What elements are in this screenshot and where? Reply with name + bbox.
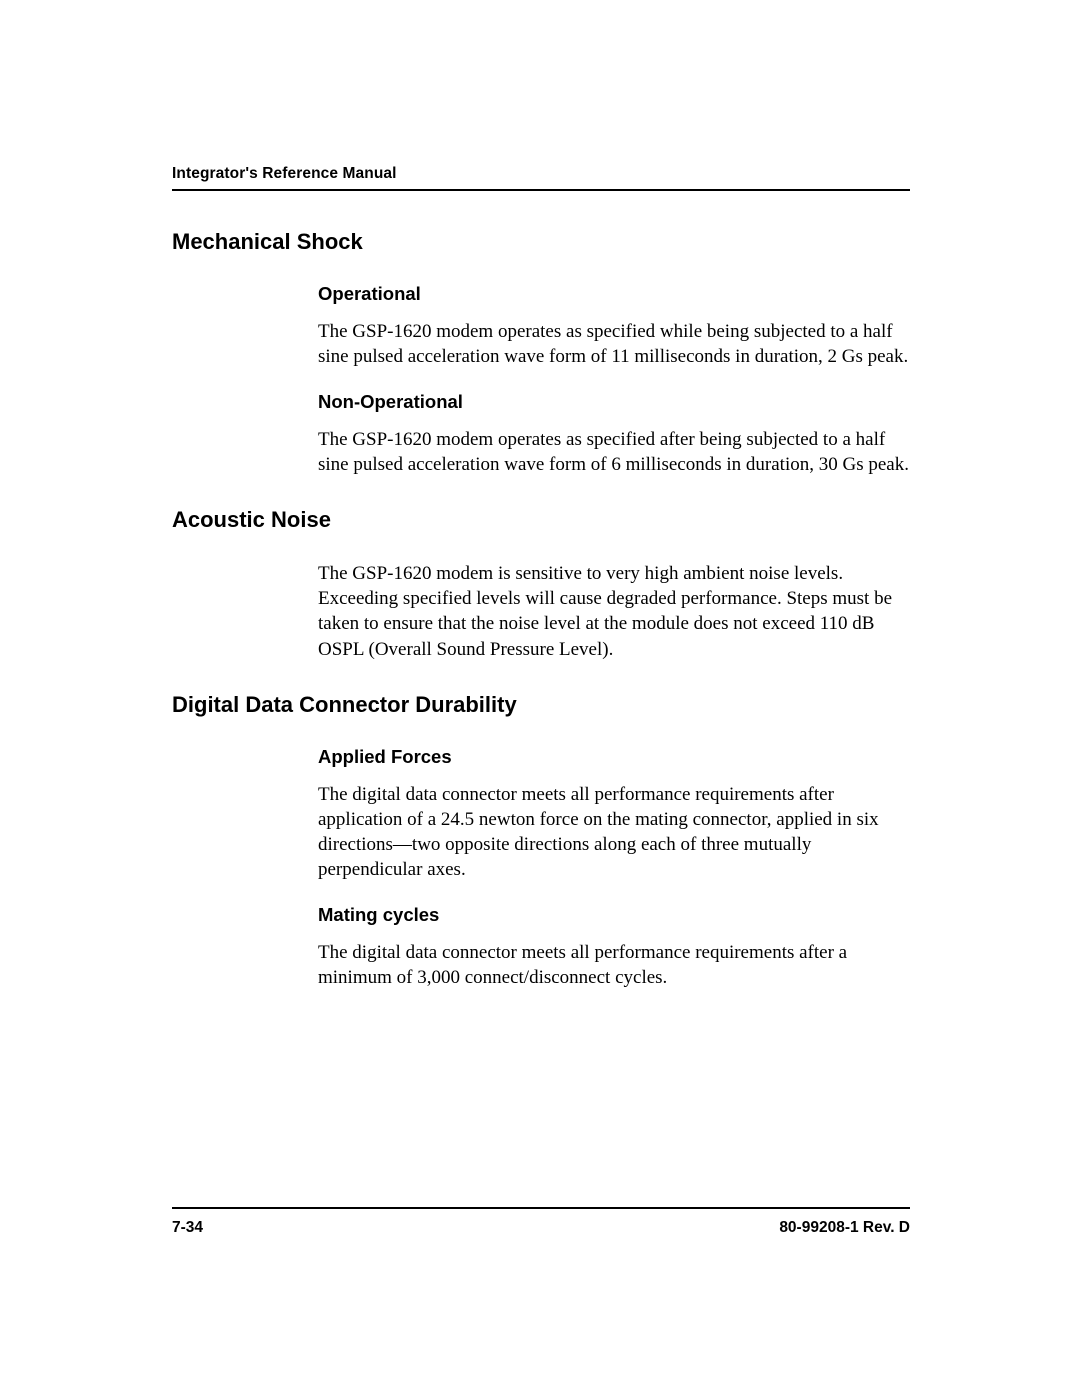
paragraph: The GSP-1620 modem operates as specified… (318, 319, 910, 369)
section-heading-digital-data-connector-durability: Digital Data Connector Durability (172, 692, 910, 718)
section-heading-mechanical-shock: Mechanical Shock (172, 229, 910, 255)
running-head: Integrator's Reference Manual (172, 165, 910, 183)
doc-revision: 80-99208-1 Rev. D (779, 1219, 910, 1237)
footer-rule (172, 1207, 910, 1209)
paragraph: The digital data connector meets all per… (318, 940, 910, 990)
header-rule (172, 189, 910, 191)
subheading-operational: Operational (318, 283, 910, 305)
page-number: 7-34 (172, 1219, 203, 1237)
section-heading-acoustic-noise: Acoustic Noise (172, 507, 910, 533)
paragraph: The digital data connector meets all per… (318, 782, 910, 882)
paragraph: The GSP-1620 modem operates as specified… (318, 427, 910, 477)
paragraph: The GSP-1620 modem is sensitive to very … (318, 561, 910, 661)
footer: 7-34 80-99208-1 Rev. D (172, 1207, 910, 1237)
subheading-mating-cycles: Mating cycles (318, 904, 910, 926)
page: Integrator's Reference Manual Mechanical… (0, 0, 1080, 1397)
subheading-non-operational: Non-Operational (318, 391, 910, 413)
subheading-applied-forces: Applied Forces (318, 746, 910, 768)
